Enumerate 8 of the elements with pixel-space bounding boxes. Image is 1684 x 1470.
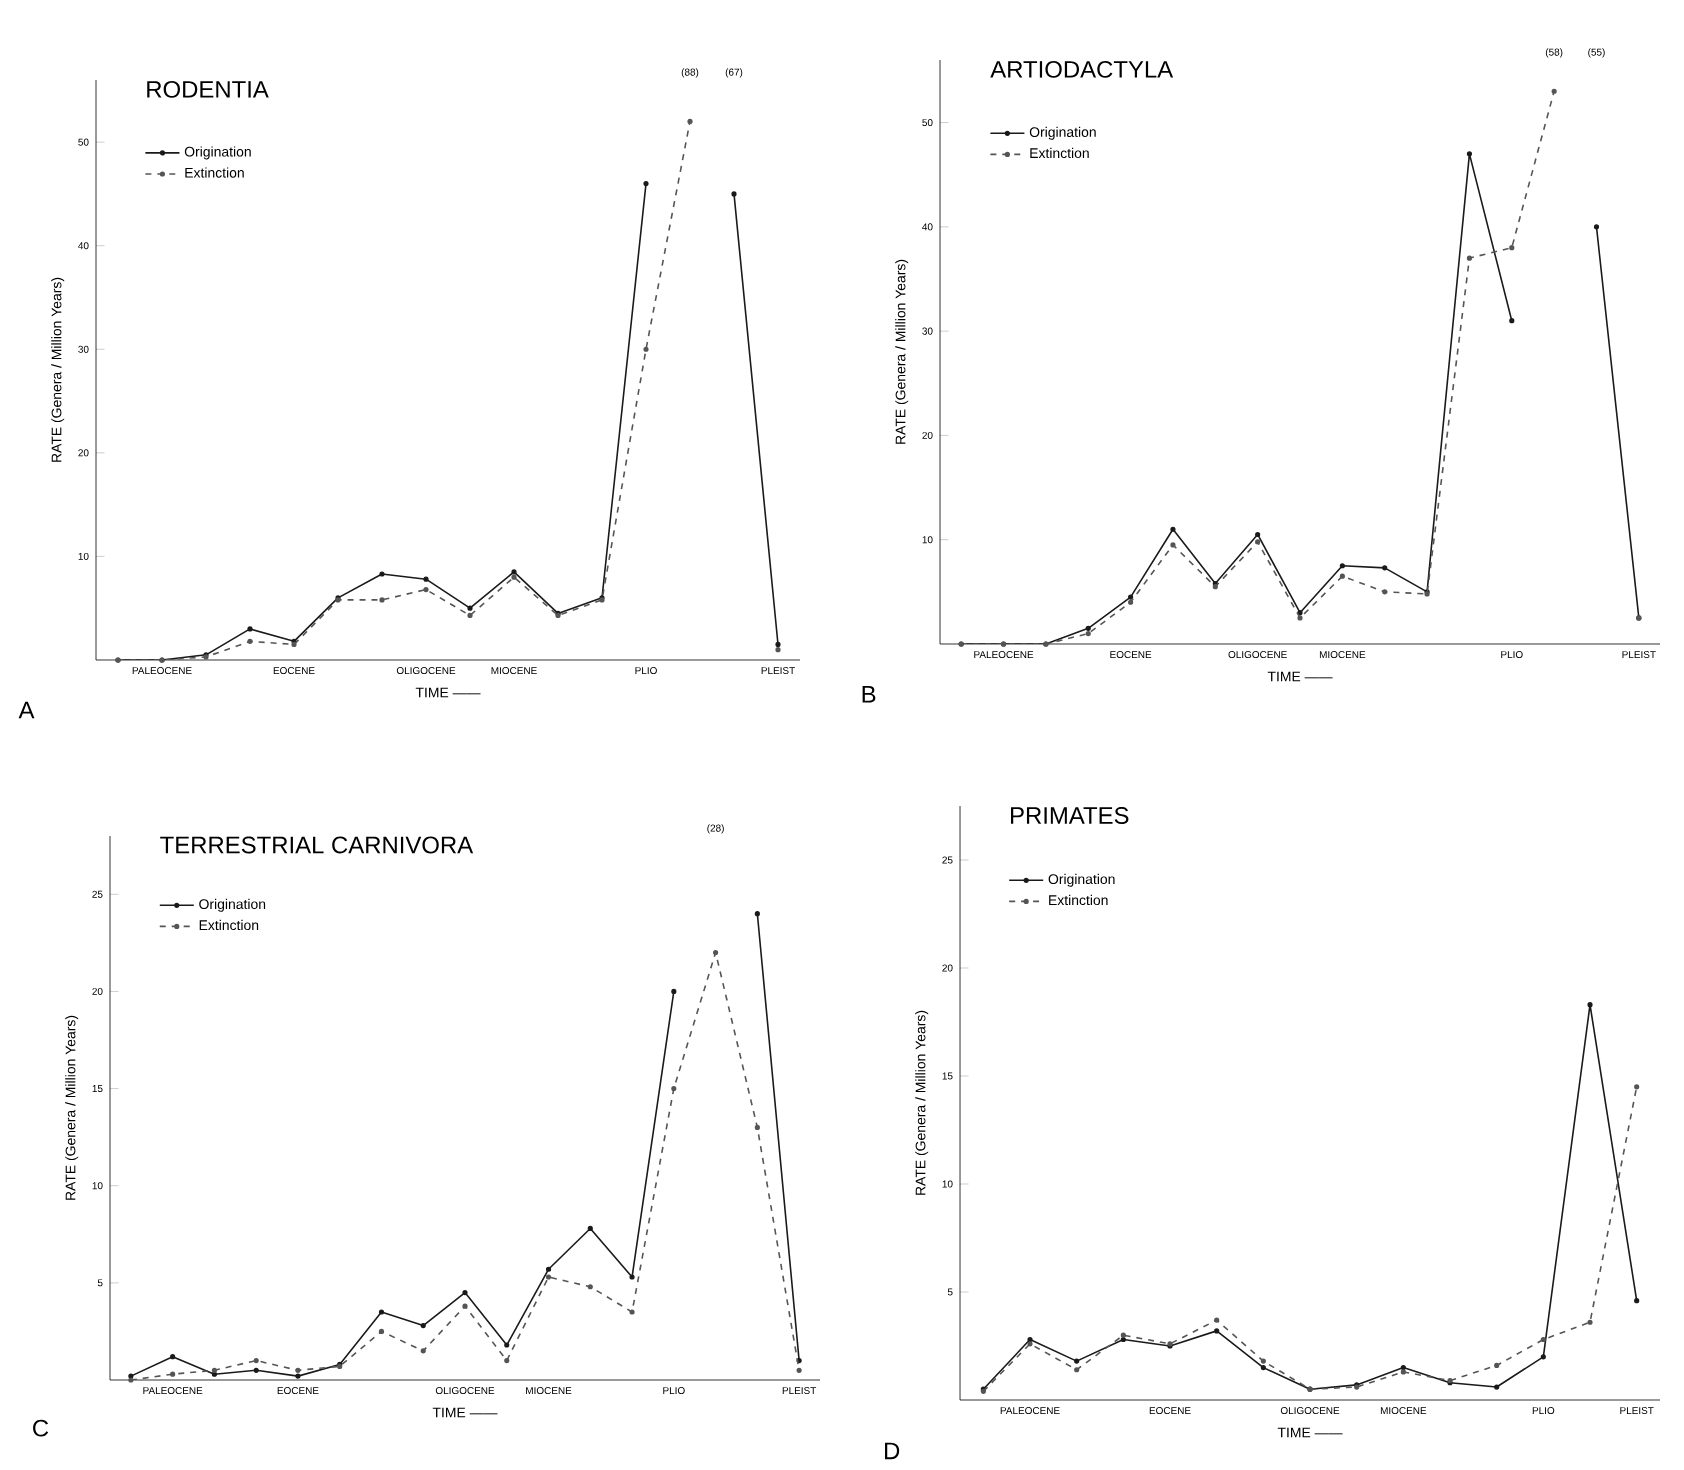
text: A: [18, 701, 35, 719]
text: C: [33, 1419, 49, 1437]
text: D: [885, 1442, 900, 1460]
text: B: [862, 686, 876, 703]
chart-title: TERRESTRIAL CARNIVORA: [160, 836, 474, 854]
chart-title: RODENTIA: [147, 80, 269, 98]
chart-title: ARTIODACTYLA: [990, 60, 1174, 78]
chart-title: PRIMATES: [1011, 807, 1129, 824]
